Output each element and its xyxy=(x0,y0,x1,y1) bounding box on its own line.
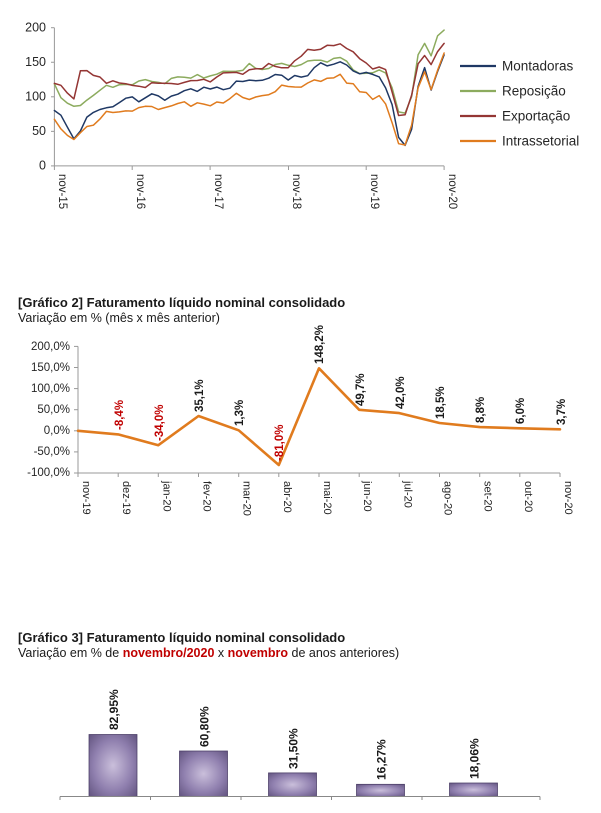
svg-text:0,0%: 0,0% xyxy=(44,425,70,437)
svg-text:abr-20: abr-20 xyxy=(281,481,293,513)
svg-text:200,0%: 200,0% xyxy=(31,341,70,353)
svg-text:50,0%: 50,0% xyxy=(37,404,70,416)
svg-text:set-20: set-20 xyxy=(482,481,494,512)
svg-text:100: 100 xyxy=(25,89,46,103)
svg-text:3,7%: 3,7% xyxy=(556,399,568,425)
svg-text:18,5%: 18,5% xyxy=(435,386,447,419)
svg-text:nov-16: nov-16 xyxy=(134,174,146,209)
svg-text:49,7%: 49,7% xyxy=(355,373,367,406)
svg-text:nov-15: nov-15 xyxy=(56,174,68,209)
svg-text:dez-19: dez-19 xyxy=(120,481,132,515)
svg-text:60,80%: 60,80% xyxy=(198,706,212,747)
svg-text:-8,4%: -8,4% xyxy=(114,400,126,430)
svg-text:200: 200 xyxy=(25,21,46,35)
svg-text:Montadoras: Montadoras xyxy=(502,59,574,74)
svg-text:148,2%: 148,2% xyxy=(314,325,326,364)
svg-text:ago-20: ago-20 xyxy=(442,481,454,515)
svg-text:16,27%: 16,27% xyxy=(375,739,389,780)
svg-text:18,06%: 18,06% xyxy=(468,738,482,779)
svg-text:jul-20: jul-20 xyxy=(401,480,413,508)
svg-text:mai-20: mai-20 xyxy=(321,481,333,515)
svg-text:nov-19: nov-19 xyxy=(80,481,92,515)
svg-text:nov-19: nov-19 xyxy=(368,174,380,209)
svg-text:Reposição: Reposição xyxy=(502,84,566,99)
svg-text:42,0%: 42,0% xyxy=(395,376,407,409)
svg-text:Intrassetorial: Intrassetorial xyxy=(502,134,579,149)
svg-text:-34,0%: -34,0% xyxy=(154,405,166,441)
svg-text:-81,0%: -81,0% xyxy=(274,425,286,461)
svg-text:6,0%: 6,0% xyxy=(515,398,527,424)
svg-text:50: 50 xyxy=(32,124,46,138)
svg-text:-100,0%: -100,0% xyxy=(27,467,70,479)
svg-text:nov-20: nov-20 xyxy=(562,481,574,515)
svg-text:nov-17: nov-17 xyxy=(212,174,224,209)
svg-text:Exportação: Exportação xyxy=(502,109,570,124)
svg-text:31,50%: 31,50% xyxy=(287,728,301,769)
svg-text:jan-20: jan-20 xyxy=(160,480,172,512)
svg-text:8,8%: 8,8% xyxy=(475,397,487,423)
svg-text:100,0%: 100,0% xyxy=(31,383,70,395)
svg-text:mar-20: mar-20 xyxy=(241,481,253,516)
svg-text:0: 0 xyxy=(39,158,46,172)
svg-text:nov-18: nov-18 xyxy=(290,174,302,209)
svg-text:fev-20: fev-20 xyxy=(201,481,213,512)
svg-text:out-20: out-20 xyxy=(522,481,534,512)
svg-text:jun-20: jun-20 xyxy=(361,480,373,512)
svg-text:150: 150 xyxy=(25,55,46,69)
svg-text:1,3%: 1,3% xyxy=(234,400,246,426)
svg-text:nov-20: nov-20 xyxy=(446,174,458,209)
svg-text:150,0%: 150,0% xyxy=(31,362,70,374)
svg-text:35,1%: 35,1% xyxy=(194,379,206,412)
svg-text:82,95%: 82,95% xyxy=(107,689,121,730)
svg-text:-50,0%: -50,0% xyxy=(34,446,70,458)
